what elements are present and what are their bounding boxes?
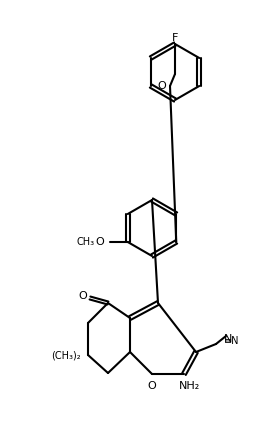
Text: F: F [172,33,178,43]
Text: NH₂: NH₂ [178,381,200,391]
Text: O: O [148,381,156,391]
Text: ≡N: ≡N [224,336,239,346]
Text: CH₃: CH₃ [77,237,95,247]
Text: N: N [224,334,232,344]
Text: (CH₃)₂: (CH₃)₂ [51,350,81,360]
Text: O: O [158,81,166,91]
Text: O: O [95,237,104,247]
Text: O: O [79,291,87,301]
